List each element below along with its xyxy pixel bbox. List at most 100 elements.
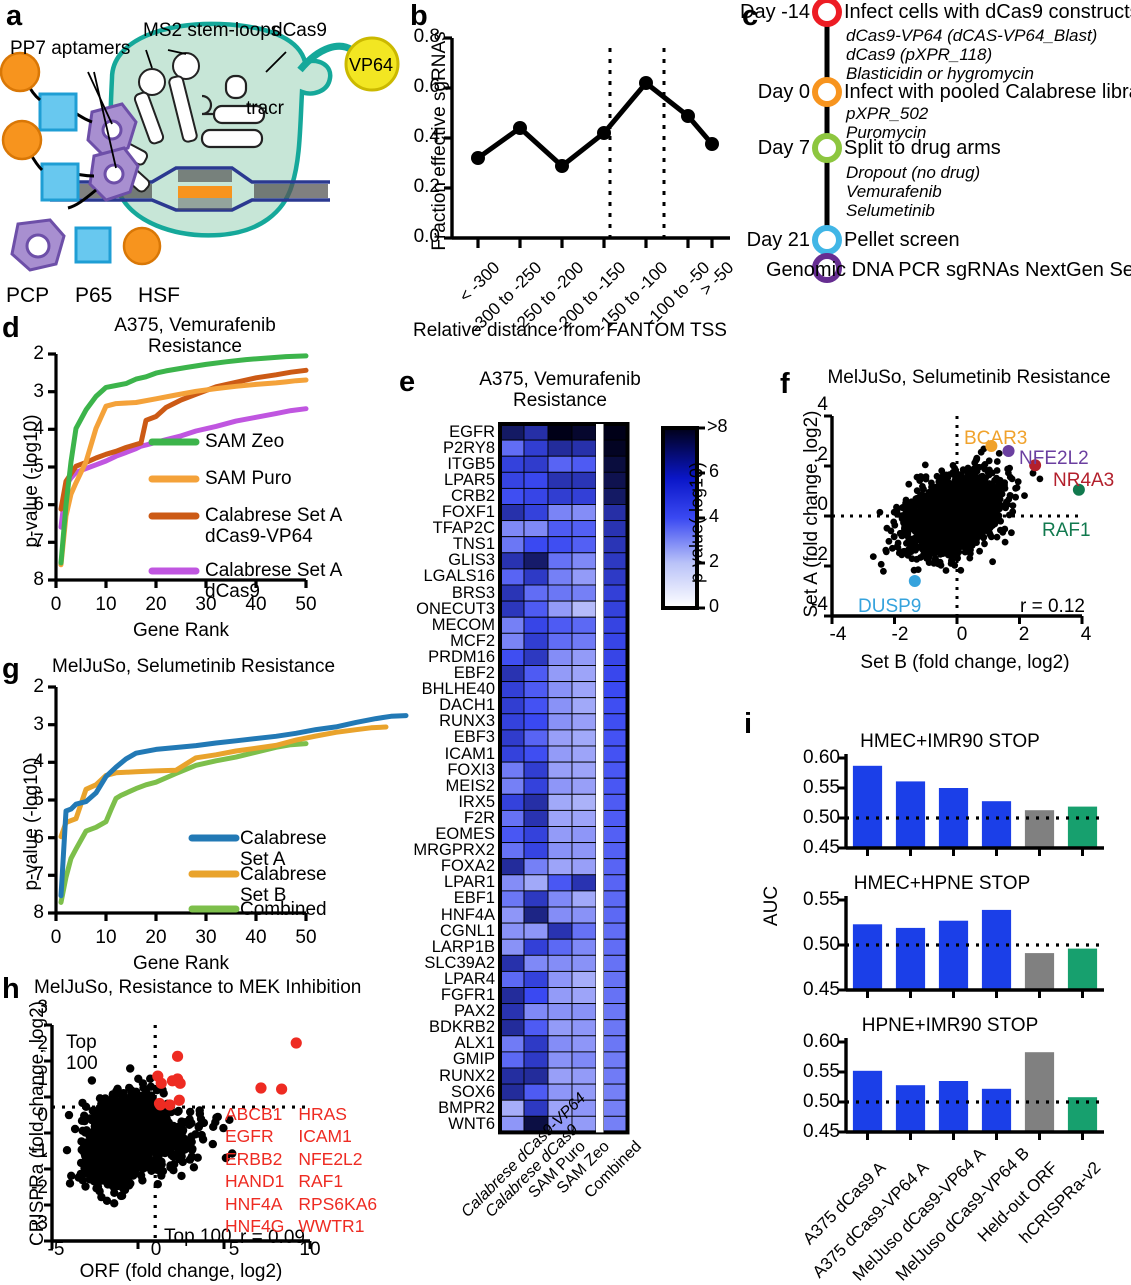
heatmap-cell	[572, 859, 596, 875]
panel-i-bar	[896, 928, 925, 990]
panel-h-ytick-m1: -1	[8, 1141, 48, 1163]
timeline-day-label-1: Day 0	[740, 81, 810, 104]
heatmap-cell	[500, 424, 524, 440]
panel-i-bar	[1068, 949, 1097, 990]
panel-i-bar	[1025, 810, 1054, 848]
panel-b-ytick-1: 0.2	[400, 176, 440, 198]
panel-a: a	[0, 0, 400, 310]
panel-f-ytick-0: 0	[790, 494, 828, 516]
heatmap-cell	[548, 472, 572, 488]
heatmap-cell	[604, 923, 628, 939]
panel-i-ytick: 0.45	[774, 1121, 840, 1143]
panel-i-letter: i	[744, 710, 752, 739]
colorbar-gradient	[655, 400, 785, 650]
panel-f-ytick-4: 4	[790, 394, 828, 416]
heatmap-cell	[524, 891, 548, 907]
timeline-node-day-0	[815, 80, 839, 104]
heatmap-cell	[604, 746, 628, 762]
hsf-legend-icon	[124, 228, 160, 264]
hit-gene-r2: NFE2L2	[298, 1148, 391, 1170]
heatmap-cell	[548, 730, 572, 746]
heatmap-cell	[604, 521, 628, 537]
panel-b-markers	[471, 76, 719, 173]
heatmap-cell	[500, 762, 524, 778]
panel-g-legend-swatches	[188, 831, 244, 951]
heatmap-cell	[548, 1004, 572, 1020]
panel-d-legend-label-1: SAM Puro	[205, 468, 292, 489]
heatmap-cell	[524, 553, 548, 569]
heatmap-cell	[572, 762, 596, 778]
panel-h-ytick-m2: -2	[8, 1177, 48, 1199]
dcas9-label: dCas9	[272, 20, 327, 42]
heatmap-cell	[524, 746, 548, 762]
heatmap-cell	[524, 456, 548, 472]
p65-hsf-chain-1	[1, 53, 92, 130]
heatmap-cell	[548, 601, 572, 617]
heatmap-cell	[604, 875, 628, 891]
p65-legend-label: P65	[75, 284, 112, 308]
panel-i-bar	[1025, 953, 1054, 990]
panel-d-ytick-8: 8	[4, 569, 44, 591]
panel-i-bar	[939, 788, 968, 848]
panel-f-xlabel: Set B (fold change, log2)	[820, 652, 1110, 674]
panel-f-ytick-m2: -2	[790, 544, 828, 566]
heatmap-cell	[524, 1004, 548, 1020]
heatmap-cell	[604, 666, 628, 682]
timeline-step-sub-2-2: Selumetinib	[846, 201, 935, 222]
heatmap-cell	[572, 440, 596, 456]
panel-f-ytick-2: 2	[790, 444, 828, 466]
heatmap-cell	[500, 939, 524, 955]
panel-d-ytick-2: 2	[4, 343, 44, 365]
panel-h-highlight-point	[156, 1078, 167, 1089]
panel-g-xtick-10: 10	[92, 927, 120, 949]
timeline-day-label-3: Day 21	[740, 229, 810, 252]
heatmap-cell	[572, 682, 596, 698]
heatmap-cell	[604, 649, 628, 665]
panel-f: f MelJuSo, Selumetinib Resistance Set A …	[780, 368, 1131, 698]
heatmap-cell	[604, 971, 628, 987]
panel-e-title: A375, Vemurafenib Resistance	[435, 370, 685, 411]
heatmap-colorbar: >8 6 4 2 0 p-value(-log10)	[655, 400, 785, 650]
heatmap-cell	[524, 971, 548, 987]
heatmap-cell	[572, 472, 596, 488]
heatmap-cell	[524, 617, 548, 633]
heatmap-cell	[548, 907, 572, 923]
heatmap-cell	[524, 827, 548, 843]
heatmap-cell	[548, 1020, 572, 1036]
heatmap-cell	[524, 988, 548, 1004]
panel-i-bar	[939, 921, 968, 990]
heatmap-cell	[524, 601, 548, 617]
heatmap-cell	[500, 617, 524, 633]
panel-h-ytick-3: 3	[8, 997, 48, 1019]
heatmap-cell	[500, 521, 524, 537]
heatmap-cell	[604, 682, 628, 698]
heatmap-cell	[500, 537, 524, 553]
heatmap-cell	[548, 955, 572, 971]
panel-h-ytick-2: 2	[8, 1033, 48, 1055]
panel-h-ytick-m3: -3	[8, 1213, 48, 1235]
heatmap-cell	[548, 843, 572, 859]
heatmap-cell	[524, 585, 548, 601]
heatmap-cell	[604, 585, 628, 601]
heatmap-cell	[572, 553, 596, 569]
panel-i-ytick: 0.50	[774, 807, 840, 829]
heatmap-cell	[548, 424, 572, 440]
panel-i-bar	[939, 1081, 968, 1132]
heatmap-cell	[500, 843, 524, 859]
panel-g-xtick-40: 40	[242, 927, 270, 949]
heatmap-cell	[572, 456, 596, 472]
panel-g-xtick-50: 50	[292, 927, 320, 949]
panel-h-ytick-1: 1	[8, 1069, 48, 1091]
panel-d-xtick-0: 0	[42, 594, 70, 616]
panel-f-hit-bcar3: BCAR3	[964, 428, 1027, 450]
timeline-step-sub-1-0: pXPR_502	[846, 104, 928, 125]
timeline-node-day-14	[815, 0, 839, 24]
panel-i-bar	[1068, 807, 1097, 848]
heatmap-cell	[604, 617, 628, 633]
heatmap-cell	[548, 810, 572, 826]
heatmap-cell	[524, 730, 548, 746]
heatmap-cell	[604, 891, 628, 907]
panel-f-highlight-point	[909, 575, 921, 587]
panel-f-hit-nfe2l2: NFE2L2	[1019, 448, 1089, 470]
heatmap-cell	[500, 1036, 524, 1052]
